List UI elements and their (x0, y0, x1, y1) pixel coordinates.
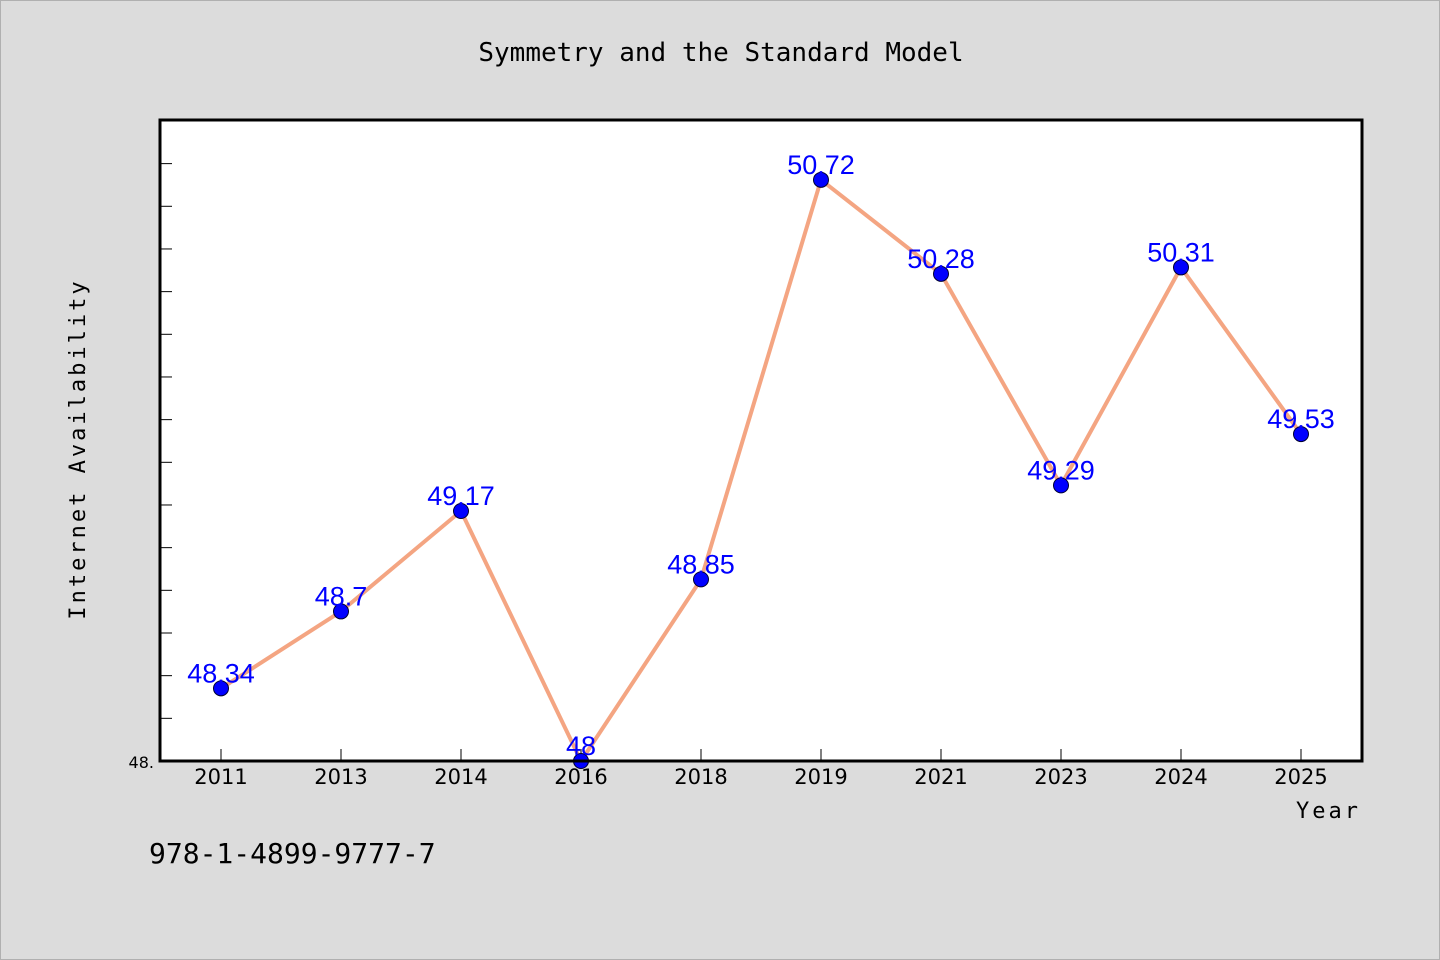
data-label: 48.34 (187, 658, 255, 688)
x-axis-ticks: 2011 2013 2014 2016 2018 2019 2021 2023 2024 2025 (194, 749, 1328, 789)
x-axis-label: Year (1296, 799, 1361, 824)
data-point (1173, 259, 1189, 276)
data-markers (213, 171, 1309, 769)
data-label: 48.7 (315, 581, 368, 611)
data-label: 49.53 (1267, 404, 1335, 434)
data-label: 48 (566, 731, 596, 761)
plot-frame (158, 118, 1364, 763)
x-tick-label: 2018 (674, 765, 727, 789)
chart-title: Symmetry and the Standard Model (478, 38, 963, 68)
data-point (1053, 477, 1069, 494)
data-label: 50.28 (907, 244, 975, 274)
x-tick-label: 2024 (1154, 765, 1207, 789)
data-point (693, 571, 709, 588)
data-point (1293, 426, 1309, 443)
data-label: 49.29 (1027, 455, 1095, 485)
x-tick-label: 2019 (794, 765, 847, 789)
data-label: 49.17 (427, 481, 495, 511)
data-point (213, 680, 229, 697)
data-point (933, 265, 949, 282)
data-label: 48.85 (667, 549, 735, 579)
plot-area (160, 120, 1362, 761)
series-line (219, 177, 1303, 763)
isbn-text: 978-1-4899-9777-7 (149, 837, 436, 870)
x-tick-label: 2011 (194, 765, 247, 789)
data-point (333, 603, 349, 620)
x-tick-label: 2023 (1034, 765, 1087, 789)
data-point (453, 503, 469, 520)
y-tick-label: 48. (129, 753, 154, 772)
data-label: 50.72 (787, 150, 855, 180)
x-tick-label: 2013 (314, 765, 367, 789)
data-point (813, 171, 829, 188)
x-tick-label: 2025 (1274, 765, 1327, 789)
data-labels: 48.34 48.7 49.17 48 48.85 50.72 50.28 49.29 50.3… (187, 150, 1335, 761)
data-label: 50.31 (1147, 237, 1215, 267)
x-tick-label: 2021 (914, 765, 967, 789)
x-tick-label: 2014 (434, 765, 487, 789)
y-axis-label: Internet Availability (66, 278, 91, 619)
y-axis-ticks (160, 163, 172, 762)
